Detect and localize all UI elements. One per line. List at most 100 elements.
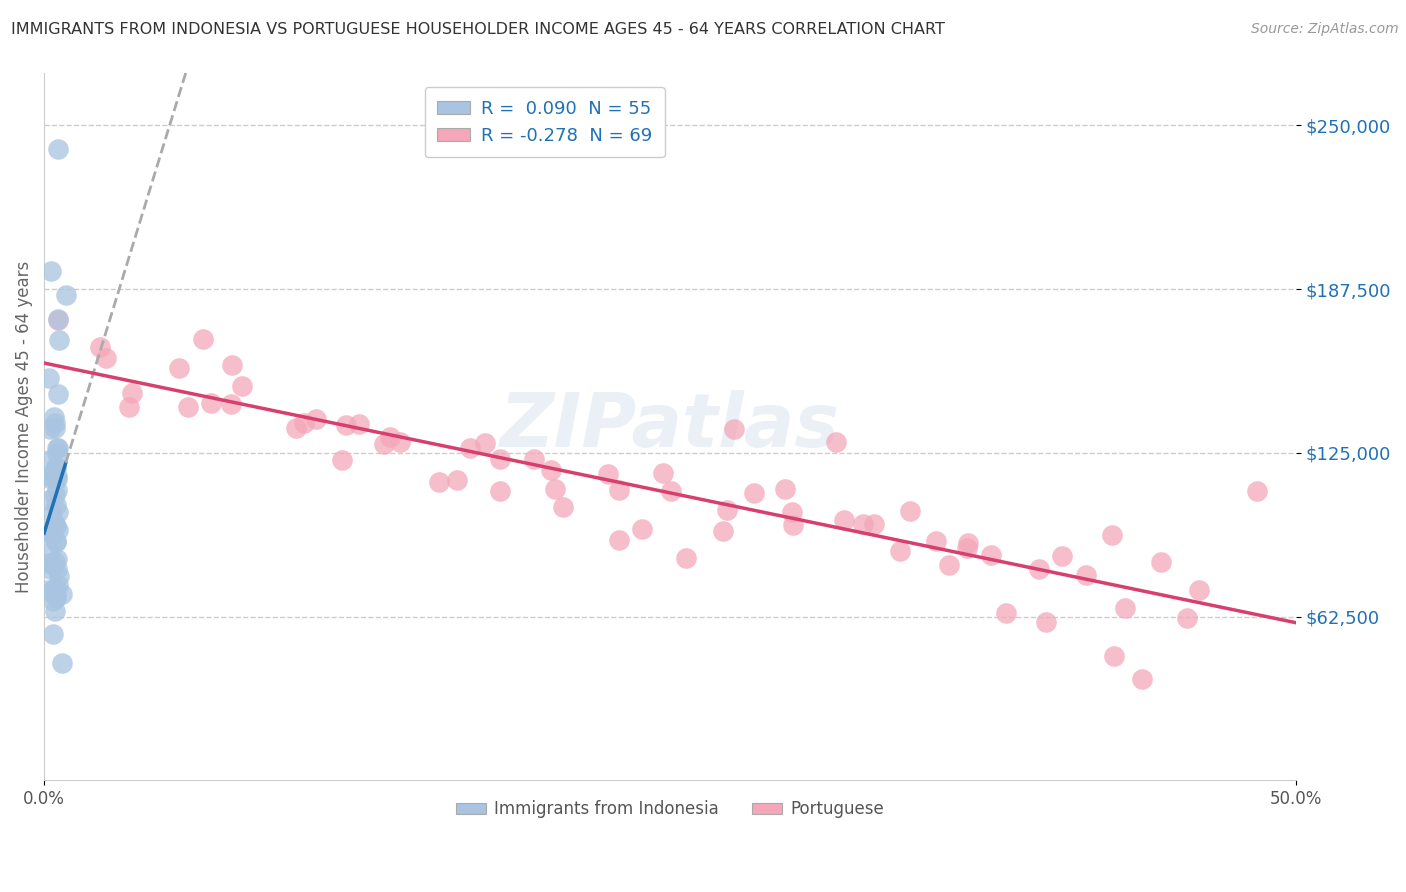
Point xyxy=(41,594,63,608)
Point xyxy=(898,504,921,518)
Point xyxy=(1150,555,1173,569)
Point xyxy=(42,467,65,482)
Point xyxy=(37,524,59,538)
Point xyxy=(44,516,66,531)
Point xyxy=(1035,615,1057,630)
Point xyxy=(46,441,69,455)
Point xyxy=(44,581,66,595)
Point xyxy=(292,416,315,430)
Point xyxy=(45,591,67,605)
Point xyxy=(1188,582,1211,597)
Point xyxy=(39,544,62,558)
Point xyxy=(46,387,69,401)
Point xyxy=(45,534,67,549)
Point xyxy=(723,421,745,435)
Point xyxy=(742,486,765,500)
Point xyxy=(41,507,63,521)
Point xyxy=(55,288,77,302)
Point xyxy=(45,518,67,533)
Point xyxy=(305,412,328,426)
Point xyxy=(863,516,886,531)
Point xyxy=(45,460,67,475)
Point xyxy=(458,441,481,455)
Point xyxy=(1246,483,1268,498)
Point xyxy=(191,332,214,346)
Point xyxy=(716,503,738,517)
Legend: Immigrants from Indonesia, Portuguese: Immigrants from Indonesia, Portuguese xyxy=(449,794,891,825)
Point xyxy=(39,469,62,483)
Point xyxy=(956,541,979,555)
Point xyxy=(956,536,979,550)
Point xyxy=(45,552,67,566)
Point xyxy=(38,453,60,467)
Point xyxy=(852,517,875,532)
Point xyxy=(39,562,62,576)
Point xyxy=(489,451,512,466)
Point xyxy=(429,475,451,490)
Point xyxy=(46,578,69,592)
Point xyxy=(1114,601,1136,615)
Point xyxy=(51,587,73,601)
Point xyxy=(598,467,620,482)
Point xyxy=(231,379,253,393)
Point xyxy=(607,483,630,497)
Point xyxy=(121,386,143,401)
Point xyxy=(711,524,734,538)
Point xyxy=(45,483,67,498)
Point xyxy=(773,483,796,497)
Point xyxy=(118,400,141,414)
Point xyxy=(540,463,562,477)
Point xyxy=(44,604,66,618)
Point xyxy=(46,441,69,455)
Point xyxy=(938,558,960,572)
Point xyxy=(388,434,411,449)
Point xyxy=(51,656,73,670)
Point xyxy=(44,421,66,435)
Text: IMMIGRANTS FROM INDONESIA VS PORTUGUESE HOUSEHOLDER INCOME AGES 45 - 64 YEARS CO: IMMIGRANTS FROM INDONESIA VS PORTUGUESE … xyxy=(11,22,945,37)
Point xyxy=(46,143,69,157)
Point xyxy=(45,534,67,549)
Point xyxy=(48,334,70,348)
Point xyxy=(46,312,69,326)
Point xyxy=(38,471,60,485)
Point xyxy=(1175,611,1198,625)
Point xyxy=(44,555,66,569)
Point xyxy=(1130,672,1153,686)
Point xyxy=(330,452,353,467)
Point xyxy=(221,359,243,373)
Point xyxy=(89,340,111,354)
Point xyxy=(659,484,682,499)
Point xyxy=(46,472,69,486)
Point xyxy=(489,483,512,498)
Point xyxy=(48,523,70,537)
Point xyxy=(38,556,60,570)
Point xyxy=(96,351,118,366)
Point xyxy=(889,544,911,558)
Point xyxy=(38,493,60,508)
Point xyxy=(37,583,59,598)
Point xyxy=(39,264,62,278)
Point xyxy=(824,434,846,449)
Point xyxy=(347,417,370,431)
Point xyxy=(44,488,66,502)
Point xyxy=(176,400,198,414)
Point xyxy=(607,533,630,547)
Point xyxy=(1028,561,1050,575)
Text: Source: ZipAtlas.com: Source: ZipAtlas.com xyxy=(1251,22,1399,37)
Point xyxy=(832,513,855,527)
Point xyxy=(378,430,401,444)
Point xyxy=(925,534,948,549)
Point xyxy=(46,505,69,519)
Point xyxy=(39,422,62,436)
Point xyxy=(45,460,67,475)
Point xyxy=(44,416,66,430)
Point xyxy=(994,606,1017,620)
Point xyxy=(46,469,69,483)
Y-axis label: Householder Income Ages 45 - 64 years: Householder Income Ages 45 - 64 years xyxy=(15,260,32,593)
Point xyxy=(41,529,63,543)
Point xyxy=(446,473,468,487)
Point xyxy=(45,498,67,512)
Point xyxy=(335,417,357,432)
Point xyxy=(41,524,63,539)
Point xyxy=(522,451,544,466)
